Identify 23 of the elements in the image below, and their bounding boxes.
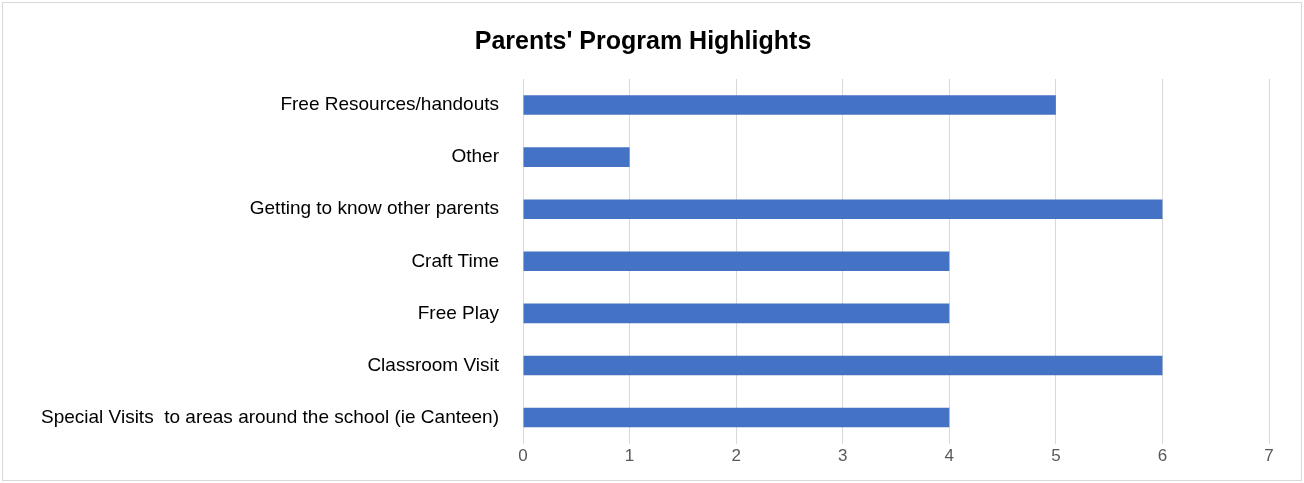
x-tick-label: 5 [1051, 446, 1061, 466]
y-tick-label: Free Play [417, 301, 500, 323]
bar [523, 355, 1163, 376]
y-tick-label: Getting to know other parents [249, 197, 500, 219]
chart-title: Parents' Program Highlights [474, 25, 812, 54]
y-tick-label: Special Visits to areas around the school (ie Canteen) [40, 405, 500, 427]
bar [523, 199, 1163, 219]
x-tick-label: 4 [944, 446, 955, 466]
y-tick-label: Craft Time [411, 249, 500, 271]
y-tick-label: Free Resources/handouts [280, 93, 500, 115]
x-tick-label: 3 [837, 446, 848, 466]
x-tick-label: 1 [624, 446, 635, 466]
x-tick-label: 7 [1264, 446, 1274, 466]
bar [523, 303, 950, 324]
y-tick-label: Classroom Visit [367, 353, 500, 375]
x-tick-label: 2 [731, 446, 741, 466]
bar [523, 407, 950, 428]
y-tick-label: Other [451, 145, 500, 167]
bar [523, 95, 1056, 115]
bar [523, 147, 630, 167]
bar [523, 251, 950, 272]
x-tick-label: 6 [1157, 446, 1168, 466]
x-tick-label: 0 [518, 446, 528, 466]
